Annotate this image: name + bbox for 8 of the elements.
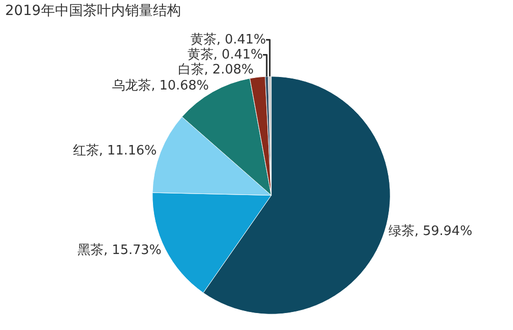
slice-label: 黄茶, 0.41% <box>190 32 266 48</box>
slice-label: 绿茶, 59.94% <box>388 224 472 240</box>
slice-label: 红茶, 11.16% <box>72 144 157 159</box>
slice-label: 白茶, 2.08% <box>178 62 254 78</box>
chart-title: 2019年中国茶叶内销量结构 <box>5 2 181 19</box>
slice-label: 乌龙茶, 10.68% <box>112 78 209 94</box>
slice-label: 黑茶, 15.73% <box>78 243 162 258</box>
slice-label: 黄茶, 0.41% <box>187 47 263 62</box>
